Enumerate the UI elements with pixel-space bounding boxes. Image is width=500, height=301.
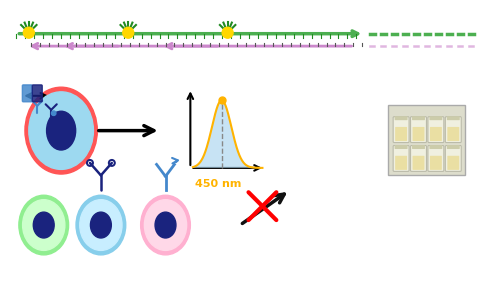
Ellipse shape — [34, 212, 54, 238]
FancyBboxPatch shape — [412, 127, 424, 141]
FancyBboxPatch shape — [448, 156, 460, 170]
FancyBboxPatch shape — [430, 127, 442, 141]
FancyBboxPatch shape — [446, 145, 461, 171]
Ellipse shape — [76, 195, 126, 255]
Ellipse shape — [155, 212, 176, 238]
Ellipse shape — [19, 195, 68, 255]
FancyBboxPatch shape — [412, 116, 425, 120]
FancyBboxPatch shape — [410, 145, 426, 171]
Ellipse shape — [140, 195, 190, 255]
Circle shape — [123, 27, 134, 38]
FancyBboxPatch shape — [446, 117, 461, 143]
FancyBboxPatch shape — [430, 116, 442, 120]
FancyBboxPatch shape — [447, 145, 460, 149]
FancyBboxPatch shape — [410, 117, 426, 143]
FancyBboxPatch shape — [412, 145, 425, 149]
FancyBboxPatch shape — [412, 156, 424, 170]
FancyBboxPatch shape — [32, 85, 42, 102]
Ellipse shape — [144, 200, 186, 250]
FancyBboxPatch shape — [394, 116, 407, 120]
Ellipse shape — [22, 200, 65, 250]
FancyBboxPatch shape — [394, 145, 407, 149]
Ellipse shape — [29, 92, 94, 169]
FancyBboxPatch shape — [428, 117, 444, 143]
Circle shape — [24, 27, 34, 38]
FancyBboxPatch shape — [448, 127, 460, 141]
FancyBboxPatch shape — [393, 117, 409, 143]
Ellipse shape — [46, 111, 76, 150]
Ellipse shape — [90, 212, 112, 238]
FancyBboxPatch shape — [395, 156, 407, 170]
Ellipse shape — [80, 200, 122, 250]
Text: 450 nm: 450 nm — [196, 179, 242, 189]
FancyBboxPatch shape — [430, 145, 442, 149]
FancyBboxPatch shape — [395, 127, 407, 141]
Ellipse shape — [25, 87, 98, 174]
FancyBboxPatch shape — [22, 85, 32, 102]
FancyBboxPatch shape — [428, 145, 444, 171]
Circle shape — [52, 111, 56, 116]
Polygon shape — [193, 100, 262, 168]
FancyBboxPatch shape — [447, 116, 460, 120]
FancyBboxPatch shape — [393, 145, 409, 171]
FancyBboxPatch shape — [388, 105, 465, 175]
FancyBboxPatch shape — [430, 156, 442, 170]
Circle shape — [222, 27, 233, 38]
